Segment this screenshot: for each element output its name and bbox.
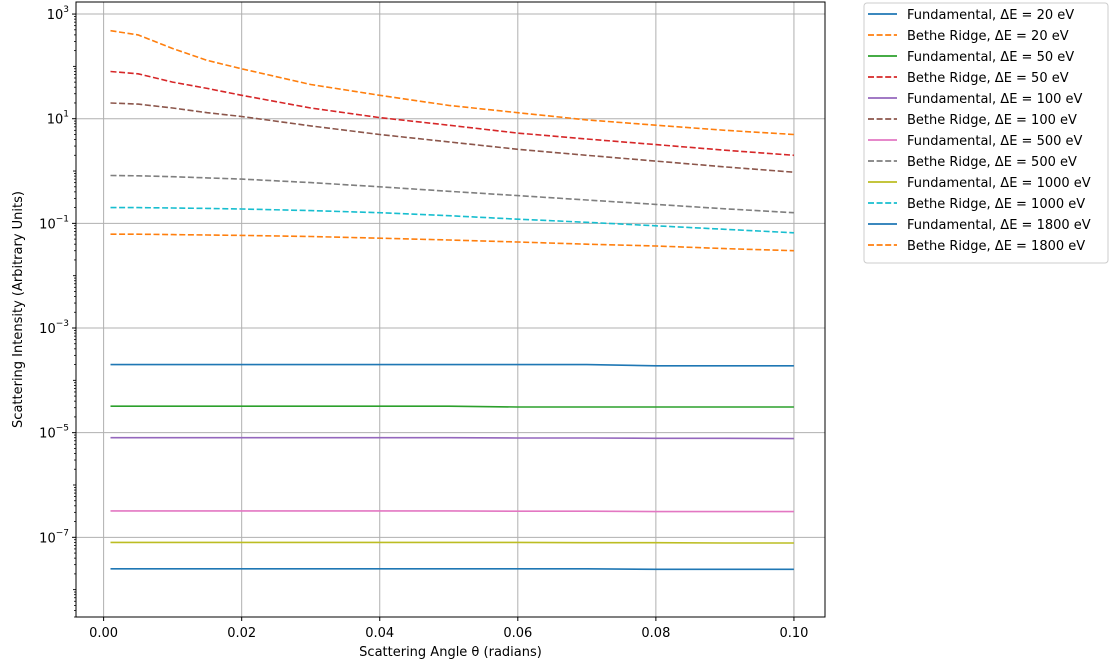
- series-line-6: [110, 102, 794, 173]
- series-line-12: [110, 233, 794, 252]
- y-tick-label: 10−5: [39, 424, 69, 442]
- series-line-4: [110, 70, 794, 157]
- legend-label: Fundamental, ΔE = 1800 eV: [907, 218, 1091, 233]
- series-line-7: [110, 510, 794, 513]
- x-tick-label: 0.04: [365, 626, 394, 641]
- x-axis-label: Scattering Angle θ (radians): [359, 645, 542, 660]
- series-layer: [110, 29, 794, 571]
- legend-frame: [863, 2, 1109, 264]
- x-axis-ticks: 0.00 0.02 0.04 0.06 0.08 0.10: [89, 617, 808, 641]
- legend: Fundamental, ΔE = 20 eV Bethe Ridge, ΔE =…: [863, 2, 1109, 264]
- series-line-8: [110, 174, 794, 214]
- y-tick-label: 10−1: [39, 214, 69, 232]
- x-tick-label: 0.00: [89, 626, 118, 641]
- legend-label: Bethe Ridge, ΔE = 100 eV: [907, 113, 1077, 128]
- x-tick-label: 0.02: [227, 626, 256, 641]
- legend-label: Fundamental, ΔE = 500 eV: [907, 134, 1083, 149]
- x-tick-label: 0.06: [503, 626, 532, 641]
- x-tick-label: 0.08: [641, 626, 670, 641]
- series-line-9: [110, 541, 794, 544]
- legend-label: Bethe Ridge, ΔE = 500 eV: [907, 155, 1077, 170]
- series-line-10: [110, 206, 794, 234]
- legend-label: Fundamental, ΔE = 100 eV: [907, 92, 1083, 107]
- legend-label: Bethe Ridge, ΔE = 20 eV: [907, 29, 1069, 44]
- y-tick-label: 101: [47, 110, 69, 128]
- y-tick-label: 10−7: [39, 528, 69, 546]
- legend-label: Bethe Ridge, ΔE = 1800 eV: [907, 239, 1085, 254]
- x-tick-label: 0.10: [779, 626, 808, 641]
- y-tick-label: 103: [47, 5, 69, 23]
- series-line-11: [110, 567, 794, 571]
- legend-label: Fundamental, ΔE = 20 eV: [907, 8, 1074, 23]
- legend-label: Fundamental, ΔE = 1000 eV: [907, 176, 1091, 191]
- series-line-5: [110, 436, 794, 440]
- legend-label: Fundamental, ΔE = 50 eV: [907, 50, 1074, 65]
- legend-label: Bethe Ridge, ΔE = 1000 eV: [907, 197, 1085, 212]
- y-axis-ticks: 10−7 10−5 10−3 10−1 101 103: [39, 5, 76, 618]
- series-line-3: [110, 405, 794, 408]
- legend-label: Bethe Ridge, ΔE = 50 eV: [907, 71, 1069, 86]
- series-line-2: [110, 29, 794, 136]
- y-axis-label: Scattering Intensity (Arbitrary Units): [11, 191, 26, 428]
- plot-frame: [75, 1, 826, 618]
- grid: [76, 2, 825, 617]
- series-line-1: [110, 363, 794, 367]
- y-tick-label: 10−3: [39, 319, 69, 337]
